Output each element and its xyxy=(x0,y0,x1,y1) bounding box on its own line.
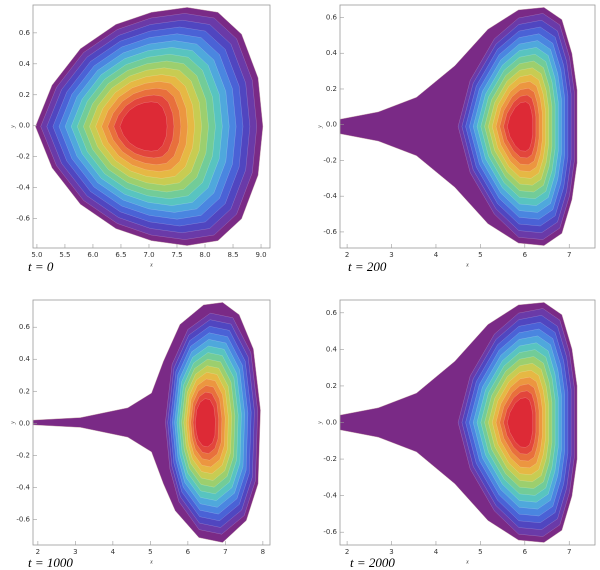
y-tick-label: -0.6 xyxy=(16,215,30,223)
y-axis-label: y xyxy=(10,421,16,425)
panel-caption: t = 200 xyxy=(348,259,387,274)
y-tick-label: -0.6 xyxy=(323,228,337,236)
y-tick-label: -0.2 xyxy=(323,156,337,164)
y-tick-label: 0.6 xyxy=(19,323,31,331)
panel-caption: t = 0 xyxy=(28,259,54,274)
x-axis-label: x xyxy=(465,559,469,565)
y-tick-label: -0.4 xyxy=(16,483,30,491)
x-tick-label: 7 xyxy=(567,251,571,259)
y-tick-label: 0.2 xyxy=(19,387,30,395)
y-tick-label: 0.2 xyxy=(326,85,337,93)
x-tick-label: 8.5 xyxy=(227,251,238,259)
plot-frame xyxy=(32,4,271,249)
x-tick-label: 3 xyxy=(73,548,77,556)
x-tick-label: 5 xyxy=(478,548,482,556)
x-tick-label: 2 xyxy=(345,548,349,556)
plot-frame xyxy=(32,299,271,546)
x-tick-label: 7 xyxy=(567,548,571,556)
x-tick-label: 6 xyxy=(523,251,528,259)
y-axis-label: y xyxy=(317,421,323,425)
x-tick-label: 7.0 xyxy=(143,251,154,259)
panel: 5.0 5.5 6.0 6.5 7.0 7.5 8.0 8.5 9.0 -0.6 -0.4 -0.2 0… xyxy=(10,4,271,274)
y-tick-label: 0.6 xyxy=(326,309,338,317)
x-tick-label: 2 xyxy=(345,251,349,259)
x-tick-label: 3 xyxy=(389,251,393,259)
y-tick-label: 0.0 xyxy=(19,122,30,130)
y-tick-label: 0.6 xyxy=(326,14,338,22)
y-tick-label: 0.4 xyxy=(326,345,338,353)
contour-level xyxy=(195,398,216,448)
y-tick-label: 0.4 xyxy=(19,355,31,363)
panel-caption: t = 2000 xyxy=(350,555,395,570)
x-tick-label: 6 xyxy=(186,548,191,556)
y-tick-label: -0.2 xyxy=(323,455,337,463)
panel: 2 3 4 5 6 7 -0.6 -0.4 -0.2 0.0 0.2 0.4 0.6 x y t = 200 xyxy=(317,4,596,274)
y-tick-label: -0.4 xyxy=(323,492,337,500)
y-axis-label: y xyxy=(317,125,323,129)
x-tick-label: 5.0 xyxy=(31,251,42,259)
x-tick-label: 5 xyxy=(478,251,482,259)
x-tick-label: 7.5 xyxy=(171,251,182,259)
x-tick-label: 6 xyxy=(523,548,528,556)
plot-frame xyxy=(339,4,596,249)
x-tick-label: 5 xyxy=(148,548,152,556)
y-tick-label: -0.4 xyxy=(323,192,337,200)
x-tick-label: 7 xyxy=(223,548,227,556)
x-tick-label: 5.5 xyxy=(59,251,70,259)
x-tick-label: 4 xyxy=(111,548,116,556)
y-tick-label: 0.0 xyxy=(326,121,337,129)
x-tick-label: 8 xyxy=(261,548,265,556)
y-tick-label: 0.0 xyxy=(19,419,30,427)
panel-caption: t = 1000 xyxy=(28,555,73,570)
contour-level xyxy=(507,101,533,152)
x-tick-label: 6.0 xyxy=(87,251,98,259)
x-tick-label: 9.0 xyxy=(255,251,266,259)
y-tick-label: 0.6 xyxy=(19,29,31,37)
y-tick-label: 0.4 xyxy=(19,60,31,68)
y-tick-label: -0.6 xyxy=(323,528,337,536)
y-tick-label: 0.2 xyxy=(19,91,30,99)
contour-level xyxy=(507,397,533,448)
y-tick-label: -0.2 xyxy=(16,153,30,161)
x-axis-label: x xyxy=(149,559,153,565)
y-tick-label: 0.0 xyxy=(326,419,337,427)
y-tick-label: 0.4 xyxy=(326,49,338,57)
x-tick-label: 2 xyxy=(36,548,40,556)
x-axis-label: x xyxy=(149,262,153,268)
y-tick-label: -0.2 xyxy=(16,451,30,459)
y-axis-label: y xyxy=(10,125,16,129)
x-tick-label: 8.0 xyxy=(199,251,210,259)
x-tick-label: 6.5 xyxy=(115,251,126,259)
x-axis-label: x xyxy=(465,262,469,268)
panel: 2 3 4 5 6 7 -0.6 -0.4 -0.2 0.0 0.2 0.4 0.6 x y t = 2000 xyxy=(317,299,596,570)
y-tick-label: 0.2 xyxy=(326,382,337,390)
y-tick-label: -0.4 xyxy=(16,184,30,192)
x-tick-label: 4 xyxy=(434,548,439,556)
contour-level xyxy=(119,101,168,152)
y-tick-label: -0.6 xyxy=(16,515,30,523)
x-tick-label: 3 xyxy=(389,548,393,556)
panel: 2 3 4 5 6 7 8 -0.6 -0.4 -0.2 0.0 0.2 0.4 0.6 x y t = 100… xyxy=(10,299,271,570)
x-tick-label: 4 xyxy=(434,251,439,259)
